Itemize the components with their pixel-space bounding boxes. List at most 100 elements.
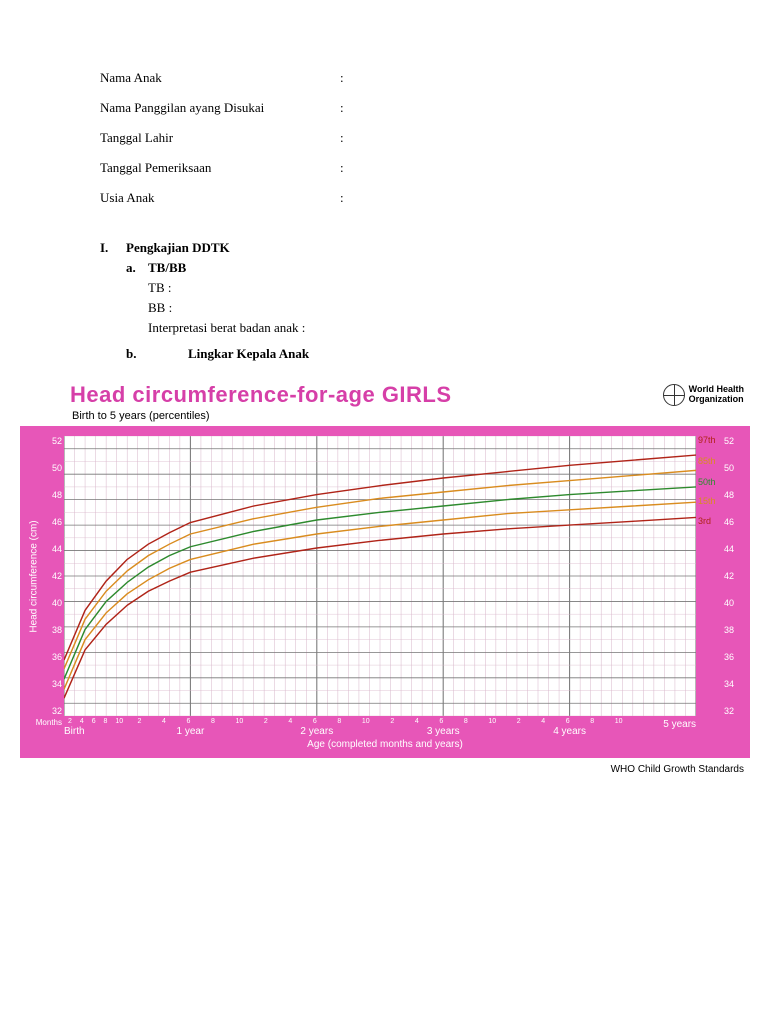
x-major-tick: 3 years (427, 726, 460, 737)
percentile-label: 50th (698, 477, 716, 487)
y-tick: 52 (44, 436, 62, 446)
x-year-block: 2 4 6 8 10 2 years (254, 718, 380, 737)
x-minor-tick: 4 (415, 718, 419, 725)
y-tick: 34 (724, 679, 742, 689)
y-tick: 48 (724, 490, 742, 500)
x-minor-tick: 2 (517, 718, 521, 725)
x-minor-tick: 4 (162, 718, 166, 725)
y-tick: 36 (724, 652, 742, 662)
chart-footer: WHO Child Growth Standards (20, 764, 750, 775)
x-year-block: 246810Birth (64, 718, 127, 737)
x-minor-tick: 10 (236, 718, 244, 725)
outline-section: I. Pengkajian DDTK a. TB/BB TB : BB : Inte… (0, 220, 768, 362)
y-tick: 42 (724, 571, 742, 581)
percentile-label: 3rd (698, 516, 711, 526)
y-tick: 38 (44, 625, 62, 635)
x-minor-tick: 6 (313, 718, 317, 725)
x-minor-tick: 10 (615, 718, 623, 725)
outline-b-num: b. (126, 346, 148, 362)
x-minor-tick: 10 (488, 718, 496, 725)
form-colon: : (340, 190, 350, 206)
x-minor-tick: 8 (590, 718, 594, 725)
y-axis-label: Head circumference (cm) (26, 436, 42, 716)
outline-a-line: Interpretasi berat badan anak : (100, 320, 768, 336)
y-tick: 36 (44, 652, 62, 662)
x-axis-lead: Months (26, 718, 64, 737)
x-year-block: 2 4 6 8 10 1 year (127, 718, 253, 737)
plot-area (64, 436, 696, 716)
x-ticks: 2 4 6 8 10 Birth 2 4 6 8 10 1 year 2 4 6 8 10 2 years 2 4 6 8… (64, 718, 696, 737)
x-minor-tick: 6 (187, 718, 191, 725)
percentile-label: 85th (698, 456, 716, 466)
x-year-block: 2 4 6 8 10 4 years (506, 718, 632, 737)
x-axis-label: Age (completed months and years) (26, 739, 744, 750)
who-badge: World HealthOrganization (663, 384, 744, 406)
outline-a-line: BB : (100, 300, 768, 316)
form-colon: : (340, 70, 350, 86)
x-minor-tick: 2 (390, 718, 394, 725)
form-label: Tanggal Pemeriksaan (100, 160, 340, 176)
y-tick: 38 (724, 625, 742, 635)
y-tick: 50 (724, 463, 742, 473)
percentile-label: 97th (698, 435, 716, 445)
y-ticks-right: 5250484644424038363432 (722, 436, 744, 716)
form-row: Usia Anak: (100, 190, 768, 206)
y-ticks-left: 5250484644424038363432 (42, 436, 64, 716)
x-major-tick: Birth (64, 726, 85, 737)
form-label: Tanggal Lahir (100, 130, 340, 146)
chart-subtitle: Birth to 5 years (percentiles) (20, 410, 750, 422)
form-label: Nama Panggilan ayang Disukai (100, 100, 340, 116)
who-text: World HealthOrganization (689, 385, 744, 405)
who-logo-icon (663, 384, 685, 406)
form-row: Nama Panggilan ayang Disukai: (100, 100, 768, 116)
x-major-tick: 2 years (300, 726, 333, 737)
outline-l1-num: I. (100, 240, 126, 256)
x-minor-tick: 6 (92, 718, 96, 725)
outline-a-num: a. (126, 260, 148, 276)
x-year-block: 5 years (633, 718, 696, 737)
y-tick: 46 (724, 517, 742, 527)
x-minor-tick: 8 (337, 718, 341, 725)
form-label: Usia Anak (100, 190, 340, 206)
y-tick: 46 (44, 517, 62, 527)
chart-frame: Head circumference (cm) 5250484644424038… (20, 426, 750, 758)
x-year-block: 2 4 6 8 10 3 years (380, 718, 506, 737)
y-tick: 32 (44, 706, 62, 716)
y-tick: 42 (44, 571, 62, 581)
form-row: Nama Anak: (100, 70, 768, 86)
form-colon: : (340, 130, 350, 146)
outline-a-line: TB : (100, 280, 768, 296)
y-tick: 34 (44, 679, 62, 689)
x-minor-tick: 10 (362, 718, 370, 725)
form-row: Tanggal Lahir: (100, 130, 768, 146)
y-tick: 50 (44, 463, 62, 473)
form-section: Nama Anak:Nama Panggilan ayang Disukai:T… (0, 0, 768, 206)
x-minor-tick: 8 (464, 718, 468, 725)
outline-b-text: Lingkar Kepala Anak (148, 346, 309, 362)
y-tick: 40 (44, 598, 62, 608)
form-colon: : (340, 100, 350, 116)
outline-l1-text: Pengkajian DDTK (126, 240, 230, 256)
x-minor-tick: 8 (104, 718, 108, 725)
y-tick: 52 (724, 436, 742, 446)
x-minor-tick: 2 (264, 718, 268, 725)
percentile-labels: 97th 85th 50th 15th 3rd (696, 436, 722, 716)
x-minor-tick: 2 (138, 718, 142, 725)
x-minor-tick: 6 (439, 718, 443, 725)
x-minor-tick: 4 (541, 718, 545, 725)
outline-a-text: TB/BB (148, 260, 186, 276)
x-minor-tick: 8 (211, 718, 215, 725)
x-major-tick: 4 years (553, 726, 586, 737)
form-colon: : (340, 160, 350, 176)
x-minor-tick: 4 (288, 718, 292, 725)
x-major-tick: 1 year (177, 726, 205, 737)
x-minor-tick: 4 (80, 718, 84, 725)
y-tick: 44 (724, 544, 742, 554)
percentile-label: 15th (698, 496, 716, 506)
form-row: Tanggal Pemeriksaan: (100, 160, 768, 176)
y-tick: 44 (44, 544, 62, 554)
growth-chart: Head circumference-for-age GIRLS World H… (20, 382, 750, 775)
y-tick: 32 (724, 706, 742, 716)
x-minor-tick: 6 (566, 718, 570, 725)
form-label: Nama Anak (100, 70, 340, 86)
